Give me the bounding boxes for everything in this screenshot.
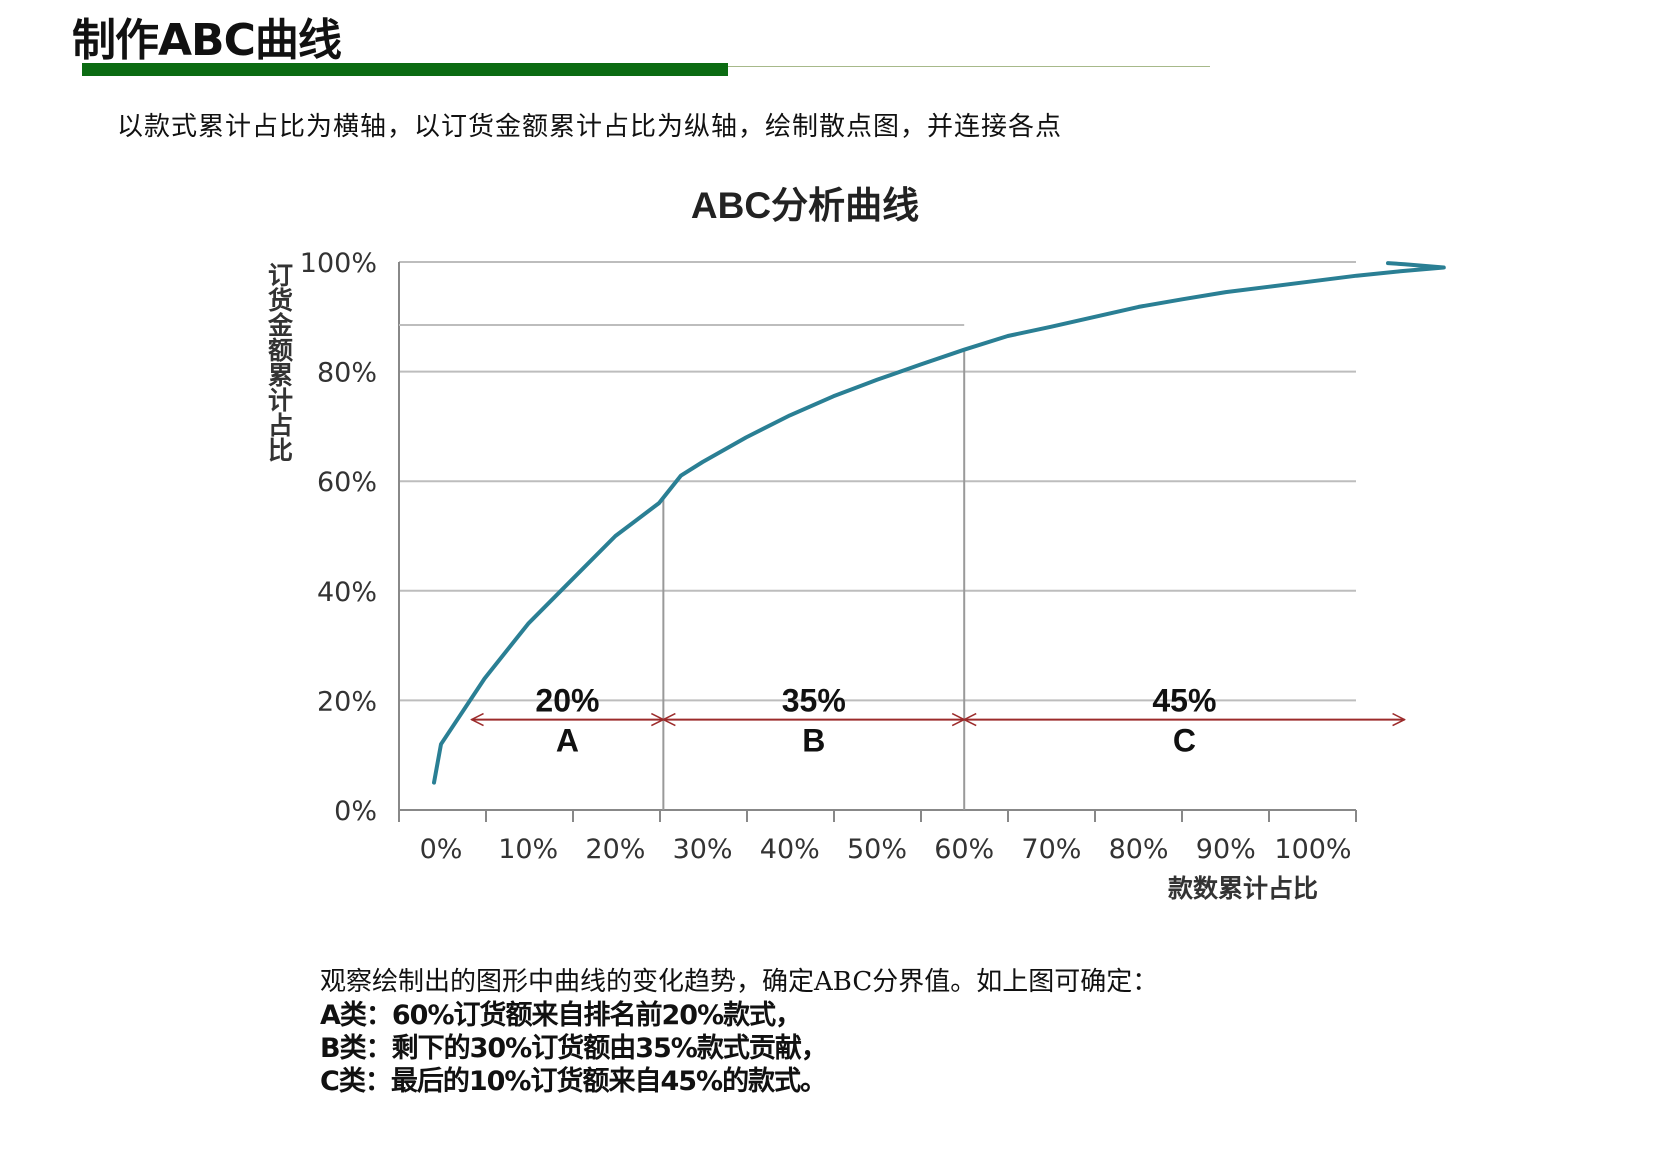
y-tick-label: 100% bbox=[300, 248, 377, 279]
title-underline-thin bbox=[728, 66, 1210, 67]
chart-title: ABC分析曲线 bbox=[691, 185, 919, 226]
notes-lead: 观察绘制出的图形中曲线的变化趋势，确定ABC分界值。如上图可确定： bbox=[320, 967, 1159, 997]
x-tick-label: 20% bbox=[585, 834, 645, 865]
y-tick-label: 40% bbox=[317, 577, 377, 608]
segment-percent-b: 35% bbox=[782, 683, 846, 719]
y-tick-label: 20% bbox=[317, 686, 377, 717]
x-tick-label: 40% bbox=[760, 834, 820, 865]
title-underline-thick bbox=[82, 63, 728, 76]
x-tick-label: 100% bbox=[1274, 834, 1351, 865]
note-line-b: B类：剩下的30%订货额由35%款式贡献， bbox=[320, 1033, 828, 1064]
page-title: 制作ABC曲线 bbox=[72, 15, 342, 66]
abc-curve bbox=[432, 261, 1446, 785]
x-tick-label: 10% bbox=[498, 834, 558, 865]
y-axis-title: 订货金额累计占比 bbox=[265, 262, 295, 463]
x-tick-label: 60% bbox=[934, 834, 994, 865]
y-tick-label: 0% bbox=[334, 796, 377, 827]
x-tick-label: 50% bbox=[847, 834, 907, 865]
segment-class-c: C bbox=[1173, 723, 1196, 759]
x-tick-label: 90% bbox=[1196, 834, 1256, 865]
x-tick-label: 80% bbox=[1109, 834, 1169, 865]
x-tick-label: 70% bbox=[1021, 834, 1081, 865]
note-line-a: A类：60%订货额来自排名前20%款式， bbox=[320, 1000, 802, 1031]
x-tick-label: 30% bbox=[673, 834, 733, 865]
y-tick-label: 80% bbox=[317, 358, 377, 389]
instruction-text: 以款式累计占比为横轴，以订货金额累计占比为纵轴，绘制散点图，并连接各点 bbox=[117, 112, 1063, 142]
x-axis-title: 款数累计占比 bbox=[1168, 874, 1318, 903]
segment-percent-a: 20% bbox=[535, 683, 599, 719]
segment-percent-c: 45% bbox=[1152, 683, 1216, 719]
segment-class-b: B bbox=[802, 723, 825, 759]
notes: 观察绘制出的图形中曲线的变化趋势，确定ABC分界值。如上图可确定： A类：60%… bbox=[320, 965, 1158, 1098]
y-tick-label: 60% bbox=[317, 467, 377, 498]
segment-class-a: A bbox=[556, 723, 579, 759]
note-line-c: C类：最后的10%订货额来自45%的款式。 bbox=[320, 1066, 827, 1097]
x-tick-label: 0% bbox=[420, 834, 463, 865]
